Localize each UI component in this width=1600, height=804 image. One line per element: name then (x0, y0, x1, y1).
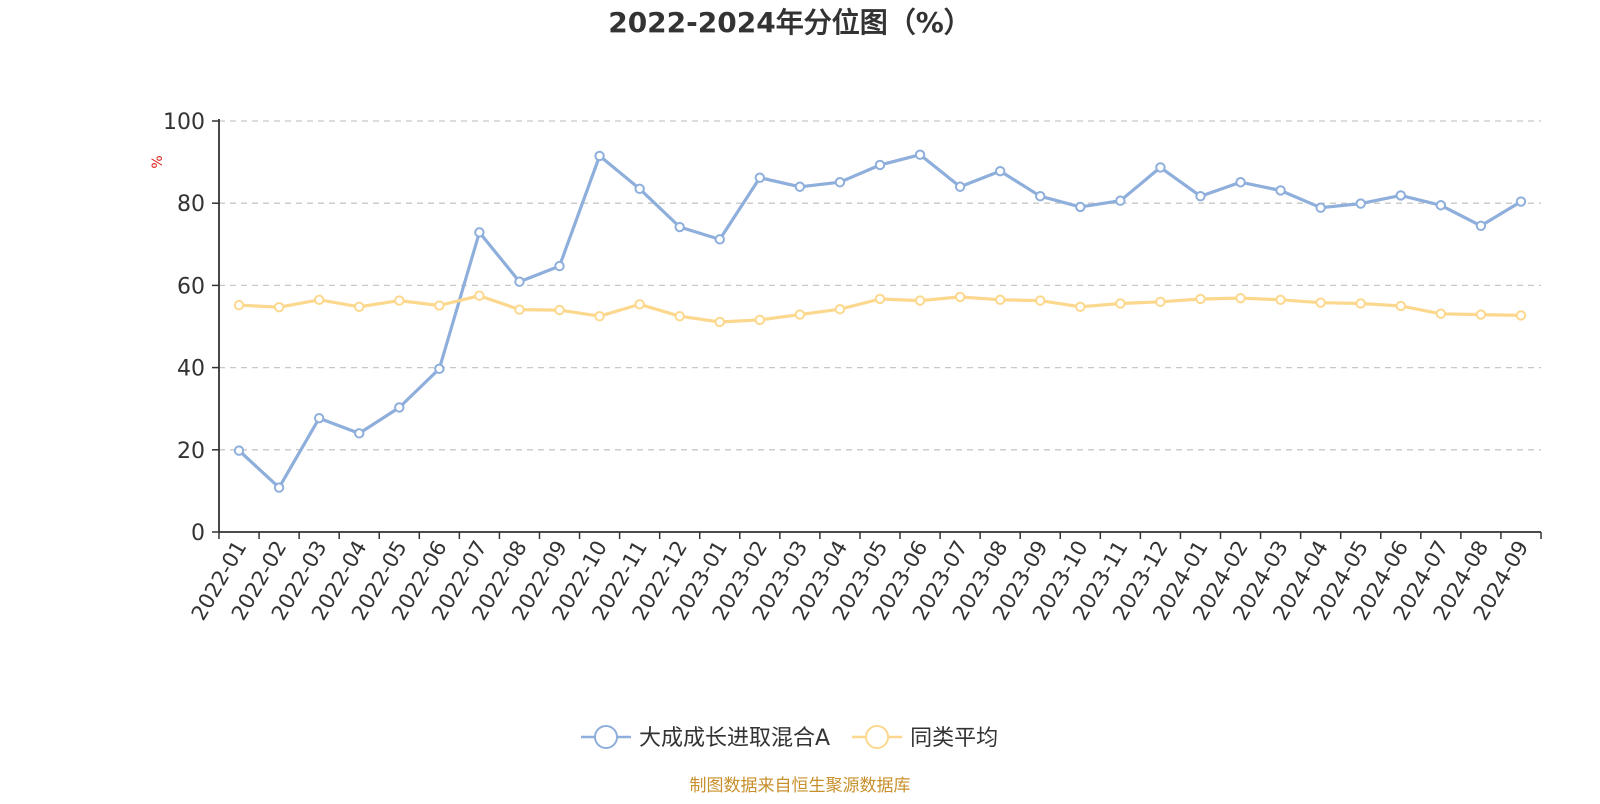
data-point[interactable] (634, 183, 645, 195)
data-point[interactable] (1075, 201, 1086, 213)
data-point[interactable] (954, 181, 966, 192)
data-point[interactable] (1515, 310, 1527, 321)
data-point[interactable] (594, 311, 605, 322)
data-point[interactable] (1035, 191, 1046, 202)
data-point[interactable] (834, 304, 846, 315)
data-point[interactable] (594, 150, 605, 162)
y-tick-label: 20 (177, 439, 205, 464)
data-point[interactable] (1235, 177, 1246, 188)
y-axis-label: % (150, 155, 166, 168)
data-point[interactable] (394, 402, 405, 413)
chart-title: 2022-2024年分位图（%） (608, 6, 972, 39)
data-point[interactable] (954, 291, 966, 303)
data-point[interactable] (674, 221, 685, 233)
data-point[interactable] (1035, 295, 1046, 306)
data-point[interactable] (754, 314, 766, 326)
data-point[interactable] (554, 304, 565, 316)
y-tick-label: 0 (191, 521, 205, 546)
data-point[interactable] (1235, 292, 1246, 304)
data-point[interactable] (273, 301, 285, 313)
grid-lines (219, 120, 1541, 451)
data-point[interactable] (1275, 294, 1286, 305)
y-tick-label: 80 (177, 192, 205, 217)
data-point[interactable] (1155, 296, 1166, 308)
data-point[interactable] (313, 294, 325, 305)
data-point[interactable] (834, 177, 846, 188)
data-point[interactable] (1315, 202, 1326, 213)
data-point[interactable] (1515, 196, 1527, 207)
data-point[interactable] (1115, 195, 1126, 206)
data-point[interactable] (313, 412, 325, 424)
data-point[interactable] (1115, 298, 1126, 309)
data-point[interactable] (1275, 185, 1286, 196)
data-point[interactable] (434, 363, 445, 375)
source-note: 制图数据来自恒生聚源数据库 (690, 776, 911, 796)
data-point[interactable] (914, 295, 926, 306)
data-point[interactable] (233, 445, 245, 456)
legend-item-2[interactable]: 同类平均 (852, 725, 998, 751)
data-point[interactable] (1395, 300, 1406, 312)
data-point[interactable] (754, 172, 766, 183)
data-point[interactable] (273, 482, 285, 493)
series-line-1 (237, 153, 1523, 490)
data-point[interactable] (1355, 298, 1366, 309)
legend: 大成成长进取混合A 同类平均 (581, 725, 998, 751)
legend-label: 大成成长进取混合A (639, 726, 830, 751)
data-point[interactable] (634, 299, 645, 310)
data-point[interactable] (434, 300, 445, 311)
legend-marker-icon (865, 725, 890, 749)
data-point[interactable] (474, 290, 485, 301)
y-tick-label: 40 (177, 357, 205, 382)
series-2 (233, 290, 1527, 328)
data-point[interactable] (794, 181, 806, 192)
data-point[interactable] (1475, 220, 1487, 232)
data-point[interactable] (1155, 162, 1166, 173)
data-point[interactable] (914, 149, 926, 160)
data-point[interactable] (354, 301, 365, 312)
data-point[interactable] (1355, 198, 1366, 209)
data-point[interactable] (514, 276, 525, 287)
data-point[interactable] (1315, 297, 1326, 308)
data-point[interactable] (233, 299, 245, 311)
data-point[interactable] (994, 165, 1006, 177)
data-point[interactable] (714, 316, 725, 328)
data-point[interactable] (474, 227, 485, 238)
y-tick-label: 100 (163, 110, 205, 135)
data-point[interactable] (1435, 308, 1447, 319)
y-tick-label: 60 (177, 274, 205, 299)
data-point[interactable] (1435, 200, 1447, 211)
data-point[interactable] (514, 304, 525, 315)
legend-marker-icon (594, 725, 618, 749)
data-point[interactable] (874, 293, 886, 305)
data-point[interactable] (1195, 293, 1206, 305)
data-point[interactable] (1475, 309, 1487, 320)
data-point[interactable] (674, 311, 685, 322)
series-1 (233, 149, 1527, 493)
data-point[interactable] (794, 309, 806, 320)
data-point[interactable] (354, 428, 365, 439)
series-lines (233, 149, 1527, 493)
data-point[interactable] (714, 234, 725, 245)
data-point[interactable] (554, 260, 565, 272)
data-point[interactable] (394, 295, 405, 306)
data-point[interactable] (1075, 301, 1086, 312)
data-point[interactable] (1195, 191, 1206, 202)
legend-item-1[interactable]: 大成成长进取混合A (581, 725, 830, 751)
data-point[interactable] (994, 294, 1006, 305)
legend-label: 同类平均 (910, 726, 998, 751)
data-point[interactable] (874, 159, 886, 171)
data-point[interactable] (1395, 190, 1406, 201)
